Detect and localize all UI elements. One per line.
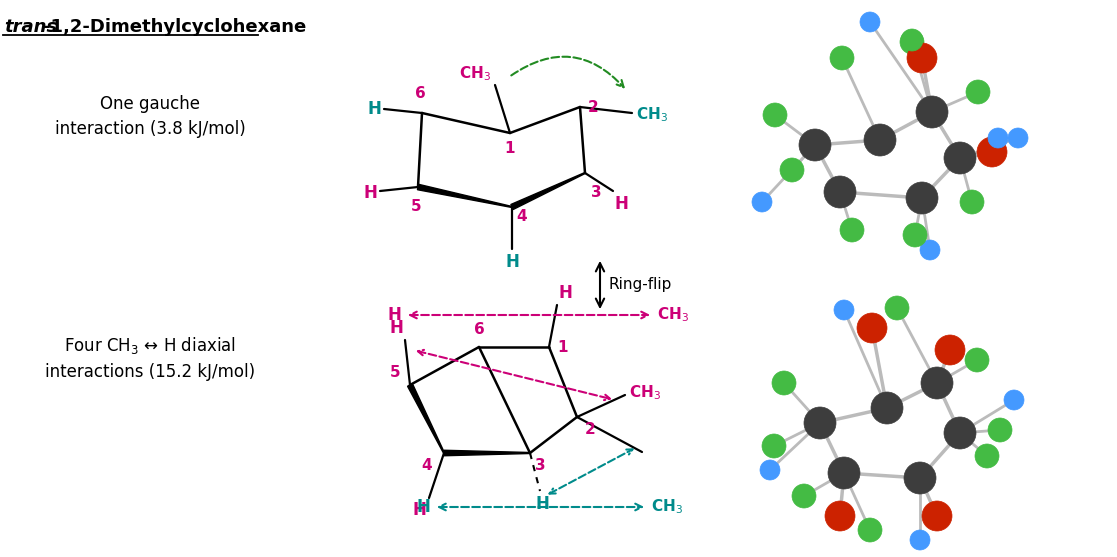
Text: H: H (505, 253, 519, 271)
Text: trans: trans (4, 18, 57, 36)
Text: 3: 3 (535, 458, 545, 473)
Text: H: H (367, 100, 381, 118)
Text: 2: 2 (588, 100, 599, 115)
Text: 5: 5 (390, 365, 400, 380)
Circle shape (975, 444, 999, 468)
Circle shape (989, 128, 1008, 148)
Polygon shape (443, 450, 529, 456)
Circle shape (922, 367, 953, 399)
Text: 1: 1 (505, 141, 515, 156)
Text: 2: 2 (585, 422, 595, 437)
Circle shape (834, 300, 855, 320)
Circle shape (858, 518, 882, 542)
Text: H: H (535, 495, 548, 513)
Circle shape (780, 158, 804, 182)
Circle shape (760, 460, 780, 480)
Circle shape (960, 190, 984, 214)
Text: H: H (412, 501, 426, 519)
Text: 3: 3 (591, 185, 602, 200)
Circle shape (860, 12, 880, 32)
Text: 6: 6 (474, 322, 485, 337)
Text: One gauche
interaction (3.8 kJ/mol): One gauche interaction (3.8 kJ/mol) (55, 95, 246, 138)
Circle shape (907, 43, 937, 73)
Text: -1,2-Dimethylcyclohexane: -1,2-Dimethylcyclohexane (42, 18, 306, 36)
Text: H: H (363, 184, 378, 202)
Circle shape (1008, 128, 1028, 148)
Polygon shape (418, 184, 512, 208)
Circle shape (989, 418, 1012, 442)
Circle shape (792, 484, 817, 508)
Text: 1: 1 (557, 340, 567, 354)
Text: CH$_3$: CH$_3$ (657, 306, 689, 324)
Text: H: H (615, 195, 629, 213)
Text: 4: 4 (516, 209, 526, 224)
Polygon shape (510, 173, 585, 209)
Text: CH$_3$: CH$_3$ (651, 497, 682, 516)
Text: Ring-flip: Ring-flip (608, 277, 671, 292)
Text: Four CH$_3$ ↔ H diaxial
interactions (15.2 kJ/mol): Four CH$_3$ ↔ H diaxial interactions (15… (45, 335, 255, 381)
Circle shape (944, 417, 976, 449)
Polygon shape (408, 384, 445, 453)
Circle shape (1004, 390, 1024, 410)
Text: CH$_3$: CH$_3$ (636, 106, 668, 124)
Text: 6: 6 (414, 86, 426, 101)
Text: 5: 5 (411, 199, 421, 214)
Circle shape (830, 46, 855, 70)
Circle shape (966, 80, 990, 104)
Circle shape (900, 30, 924, 54)
Circle shape (824, 176, 856, 208)
Circle shape (906, 182, 938, 214)
Circle shape (799, 129, 831, 161)
Text: 4: 4 (421, 458, 432, 473)
Circle shape (763, 103, 787, 127)
Circle shape (828, 457, 860, 489)
Circle shape (772, 371, 796, 395)
Text: H: H (417, 498, 430, 516)
Circle shape (865, 124, 896, 156)
Circle shape (935, 335, 965, 365)
Circle shape (922, 501, 952, 531)
Text: H: H (558, 284, 573, 302)
Circle shape (904, 462, 936, 494)
Circle shape (804, 407, 836, 439)
Circle shape (857, 313, 887, 343)
Circle shape (901, 29, 923, 51)
Circle shape (840, 218, 865, 242)
Text: CH$_3$: CH$_3$ (459, 64, 491, 83)
Circle shape (920, 240, 941, 260)
Text: H: H (388, 306, 401, 324)
Circle shape (965, 348, 989, 372)
Circle shape (752, 192, 772, 212)
Circle shape (885, 296, 909, 320)
Text: CH$_3$: CH$_3$ (629, 384, 661, 402)
Circle shape (762, 434, 786, 458)
Circle shape (910, 530, 930, 550)
Text: H: H (389, 319, 403, 337)
Circle shape (903, 223, 927, 247)
Circle shape (871, 392, 903, 424)
Circle shape (825, 501, 855, 531)
Circle shape (916, 96, 948, 128)
Circle shape (944, 142, 976, 174)
Circle shape (977, 137, 1008, 167)
